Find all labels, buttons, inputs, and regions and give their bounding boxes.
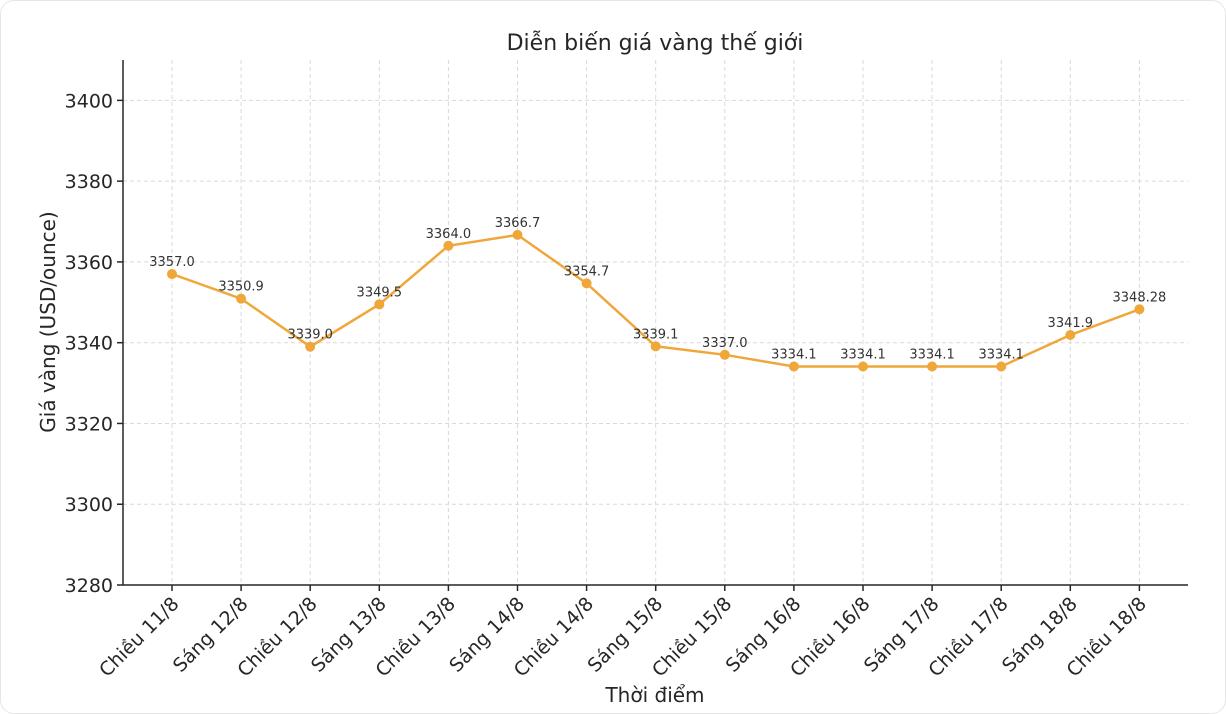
- data-point: [374, 299, 385, 310]
- data-point: [788, 361, 799, 372]
- data-label: 3334.1: [978, 348, 1024, 363]
- data-point: [858, 361, 868, 372]
- data-point: [236, 293, 247, 304]
- data-point: [650, 341, 661, 352]
- data-label: 3364.0: [426, 227, 472, 242]
- y-axis-title: Giá vàng (USD/ounce): [36, 211, 60, 432]
- data-point: [305, 341, 316, 352]
- data-point: [581, 278, 592, 289]
- data-point: [1134, 304, 1145, 315]
- data-label: 3337.0: [702, 336, 748, 351]
- data-point: [443, 240, 454, 251]
- data-label: 3348.28: [1113, 290, 1167, 305]
- data-label: 3366.7: [495, 216, 541, 231]
- data-label: 3341.9: [1048, 316, 1094, 331]
- data-label: 3339.1: [633, 327, 679, 342]
- data-label: 3349.5: [357, 285, 403, 300]
- data-point: [512, 229, 523, 240]
- data-label: 3350.9: [218, 280, 264, 295]
- data-point: [719, 349, 730, 360]
- data-point: [996, 361, 1007, 372]
- y-tick-label: 3300: [65, 494, 113, 516]
- data-point: [927, 361, 938, 372]
- y-tick-labels: 3280 3300 3320 3340 3360 3380 3400: [65, 90, 123, 597]
- data-label: 3357.0: [149, 255, 195, 270]
- chart-title: Diễn biến giá vàng thế giới: [507, 30, 804, 56]
- y-tick-label: 3360: [65, 252, 113, 274]
- x-axis-title: Thời điểm: [604, 683, 704, 707]
- y-tick-label: 3400: [65, 90, 113, 112]
- data-label: 3334.1: [909, 348, 955, 363]
- grid-layer: [123, 60, 1188, 585]
- data-labels: 3357.0 3350.9 3339.0 3349.5 3364.0 3366.7 3354…: [149, 216, 1166, 363]
- data-point: [167, 269, 177, 280]
- y-tick-label: 3320: [65, 413, 113, 435]
- y-tick-label: 3380: [65, 171, 113, 193]
- data-label: 3334.1: [840, 348, 886, 363]
- y-tick-label: 3340: [65, 333, 113, 355]
- data-point: [1065, 330, 1076, 341]
- data-label: 3354.7: [564, 264, 610, 279]
- data-label: 3334.1: [771, 348, 817, 363]
- data-label: 3339.0: [287, 328, 333, 343]
- data-points: [167, 229, 1145, 372]
- x-tick-label: Chiều 11/8: [95, 593, 183, 681]
- y-tick-label: 3280: [65, 575, 113, 597]
